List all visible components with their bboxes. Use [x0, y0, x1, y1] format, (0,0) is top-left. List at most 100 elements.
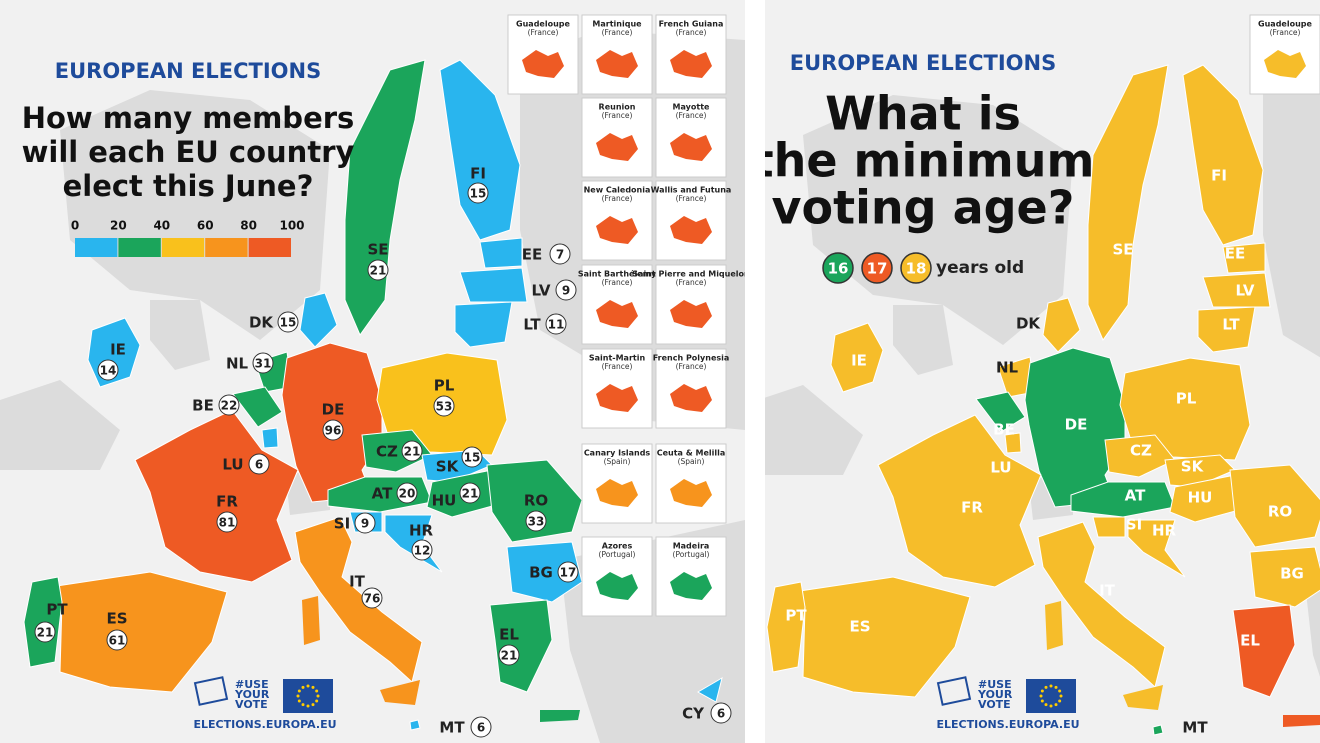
seat-count: 15 [280, 316, 297, 330]
legend-tick: 20 [110, 219, 127, 233]
seat-count: 61 [109, 634, 126, 648]
seat-count: 21 [370, 264, 387, 278]
logo-url: ELECTIONS.EUROPA.EU [936, 718, 1079, 731]
seat-badge [557, 561, 579, 583]
country-shape [232, 386, 283, 428]
country-code: DE [1065, 416, 1088, 434]
logo-hashtag: VOTE [235, 698, 268, 711]
legend-tick: 100 [279, 219, 304, 233]
country-code: LT [1222, 316, 1240, 334]
legend-segment [75, 238, 118, 257]
country-code: IE [110, 341, 126, 359]
inset-shape [596, 300, 638, 328]
seat-count: 81 [219, 516, 236, 530]
seat-badge [322, 419, 344, 441]
inset-shape [596, 572, 638, 600]
ballot-icon [936, 676, 972, 706]
inset-country: (France) [602, 362, 633, 371]
country-shape [49, 571, 228, 693]
flag-star [1054, 703, 1058, 707]
legend-tick: 0 [71, 219, 79, 233]
country-code: MT [1182, 719, 1208, 737]
country-code: PL [434, 377, 455, 395]
inset-name: Canary Islands [584, 449, 651, 458]
seat-count: 15 [464, 451, 481, 465]
seat-badge [549, 243, 571, 265]
inset-shape [596, 50, 638, 78]
inset-name: French Polynesia [653, 354, 730, 363]
seat-badge [97, 359, 119, 381]
flag-star [311, 685, 315, 689]
inset-name: Ceuta & Melilla [657, 449, 726, 458]
country-code: FI [1211, 167, 1227, 185]
country-code: SK [1181, 458, 1205, 476]
legend-segment [161, 238, 205, 257]
country-shape [1182, 64, 1264, 246]
header: EUROPEAN ELECTIONS [790, 51, 1056, 75]
non-eu-land [803, 95, 1073, 345]
inset-shape [596, 479, 638, 507]
country-code: PL [1176, 390, 1197, 408]
flag-star [315, 699, 319, 703]
flag-star [1044, 703, 1048, 707]
country-code: RO [524, 492, 548, 510]
inset-shape [670, 572, 712, 600]
inset-country: (France) [676, 194, 707, 203]
inset-shape [670, 300, 712, 328]
country-shape [361, 429, 433, 473]
country-code: LT [523, 316, 541, 334]
country-shape [1119, 357, 1251, 461]
inset-country: (France) [602, 278, 633, 287]
age-badge [861, 252, 893, 284]
country-code: LV [1235, 282, 1254, 300]
island-shape [302, 596, 320, 645]
inset-country: (France) [676, 278, 707, 287]
seat-badge [401, 440, 423, 462]
country-code: PT [785, 607, 807, 625]
age-badge [822, 252, 854, 284]
seat-count: 21 [462, 487, 479, 501]
island-shape [1045, 601, 1063, 650]
country-code: HR [409, 522, 434, 540]
seat-badge [354, 512, 376, 534]
island-shape [380, 680, 420, 705]
country-code: CY [682, 705, 705, 723]
inset-country: (France) [602, 194, 633, 203]
country-code: NL [226, 355, 249, 373]
logo-hashtag: #USE [978, 678, 1012, 691]
logo-hashtag: #USE [235, 678, 269, 691]
country-code: IT [1099, 582, 1116, 600]
country-code: LU [222, 456, 243, 474]
seat-count: 21 [37, 626, 54, 640]
seat-count: 9 [562, 284, 570, 298]
seat-count: 6 [477, 721, 485, 735]
country-shape [409, 719, 421, 731]
country-code: BE [993, 421, 1015, 439]
flag-star [315, 689, 319, 693]
seat-count: 33 [528, 515, 545, 529]
country-shape [1229, 464, 1320, 548]
inset-name: New Caledonia [584, 186, 651, 195]
seat-badge [248, 453, 270, 475]
country-shape [479, 237, 523, 269]
inset-name: Wallis and Futuna [651, 186, 732, 195]
title-line: voting age? [772, 181, 1075, 235]
country-code: IT [349, 573, 366, 591]
eu-flag [1026, 679, 1076, 713]
inset-name: Reunion [599, 103, 636, 112]
seat-badge [545, 313, 567, 335]
seat-count: 15 [470, 187, 487, 201]
flag-star [306, 704, 310, 708]
country-shape [486, 459, 583, 543]
country-shape [1087, 64, 1169, 342]
flag-star [1058, 699, 1062, 703]
seat-count: 14 [100, 364, 117, 378]
inset-country: (France) [602, 28, 633, 37]
seat-count: 21 [404, 445, 421, 459]
inset-name: Guadeloupe [516, 20, 570, 29]
flag-star [297, 699, 301, 703]
ballot-icon [193, 676, 229, 706]
country-code: FR [216, 493, 238, 511]
age-value: 18 [906, 260, 927, 278]
legend-tick: 80 [240, 219, 257, 233]
